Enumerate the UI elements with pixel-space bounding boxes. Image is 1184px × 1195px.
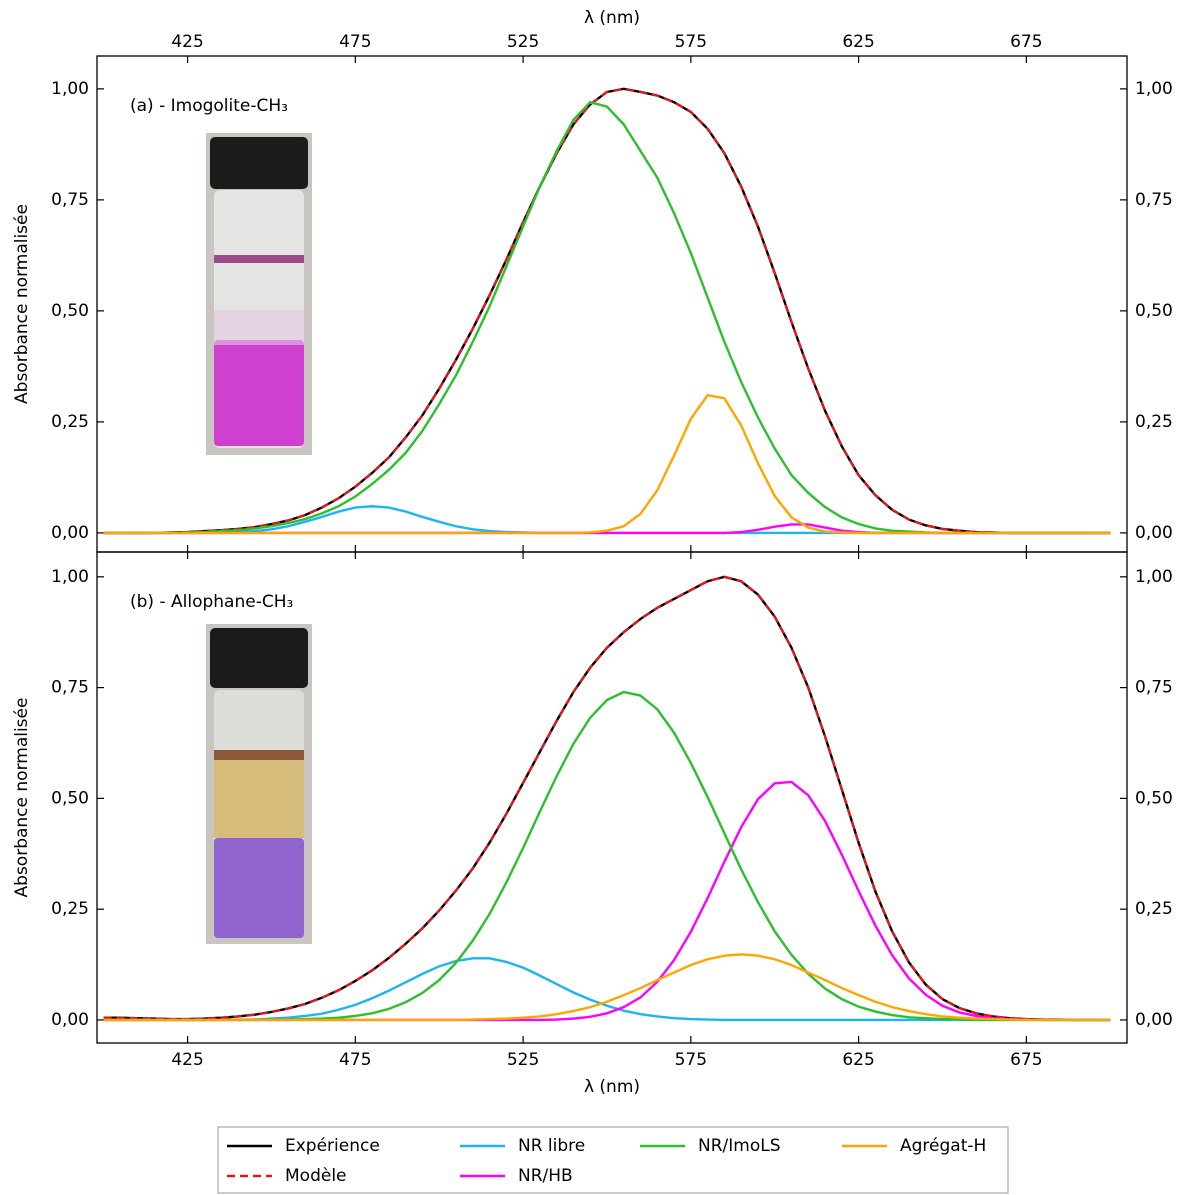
x-tick-label: 425 (171, 32, 203, 52)
y-tick-label: 0,00 (51, 523, 89, 543)
panel-label: (b) - Allophane-CH₃ (130, 592, 293, 612)
series-line (103, 957, 1111, 1022)
x-tick-label: 625 (842, 1050, 874, 1070)
y-tick-label: 1,00 (51, 79, 89, 99)
y2-tick-label: 0,00 (1135, 1010, 1173, 1030)
legend-box (217, 1126, 1009, 1194)
x-tick-label: 675 (1010, 1050, 1042, 1070)
legend-label: Modèle (285, 1166, 347, 1186)
x-tick-label: 625 (842, 32, 874, 52)
y-tick-label: 0,75 (51, 678, 89, 698)
y2-tick-label: 1,00 (1135, 79, 1173, 99)
x-tick-label: 425 (171, 1050, 203, 1070)
y-axis-label: Absorbance normalisée (12, 204, 32, 404)
plot-frame (96, 551, 1128, 1044)
legend-label: NR libre (518, 1136, 585, 1156)
y-tick-label: 0,75 (51, 190, 89, 210)
y-tick-label: 0,00 (51, 1010, 89, 1030)
series-line (103, 87, 1111, 535)
y2-tick-label: 0,75 (1135, 678, 1173, 698)
y2-tick-label: 0,25 (1135, 412, 1173, 432)
x-tick-label: 525 (507, 1050, 539, 1070)
y-tick-label: 0,25 (51, 899, 89, 919)
x-tick-label: 575 (675, 1050, 707, 1070)
y2-tick-label: 0,50 (1135, 788, 1173, 808)
y2-tick-label: 1,00 (1135, 567, 1173, 587)
y-tick-label: 1,00 (51, 567, 89, 587)
legend-label: Expérience (285, 1136, 380, 1156)
vial-photo-a (206, 133, 312, 455)
y-tick-label: 0,25 (51, 412, 89, 432)
legend-label: NR/HB (518, 1166, 573, 1186)
x-axis-label: λ (nm) (584, 1077, 640, 1097)
x-tick-label: 475 (339, 32, 371, 52)
panel-label: (a) - Imogolite-CH₃ (130, 96, 288, 116)
x-tick-label: 675 (1010, 32, 1042, 52)
x-axis-label: λ (nm) (584, 8, 640, 28)
y-axis-label: Absorbance normalisée (12, 698, 32, 898)
y2-tick-label: 0,50 (1135, 301, 1173, 321)
series-line (103, 575, 1111, 1022)
y-tick-label: 0,50 (51, 788, 89, 808)
y2-tick-label: 0,25 (1135, 899, 1173, 919)
x-tick-label: 525 (507, 32, 539, 52)
y2-tick-label: 0,75 (1135, 190, 1173, 210)
series-line (103, 393, 1111, 535)
y2-tick-label: 0,00 (1135, 523, 1173, 543)
legend-label: Agrégat-H (900, 1136, 986, 1156)
x-tick-label: 475 (339, 1050, 371, 1070)
vial-photo-b (206, 624, 312, 944)
series-line (103, 953, 1111, 1022)
x-tick-label: 575 (675, 32, 707, 52)
y-tick-label: 0,50 (51, 301, 89, 321)
legend-label: NR/ImoLS (698, 1136, 781, 1156)
